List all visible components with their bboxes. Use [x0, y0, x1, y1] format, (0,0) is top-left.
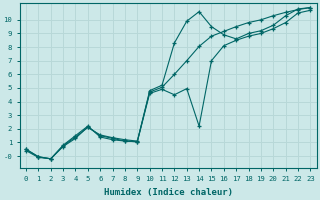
- X-axis label: Humidex (Indice chaleur): Humidex (Indice chaleur): [104, 188, 233, 197]
